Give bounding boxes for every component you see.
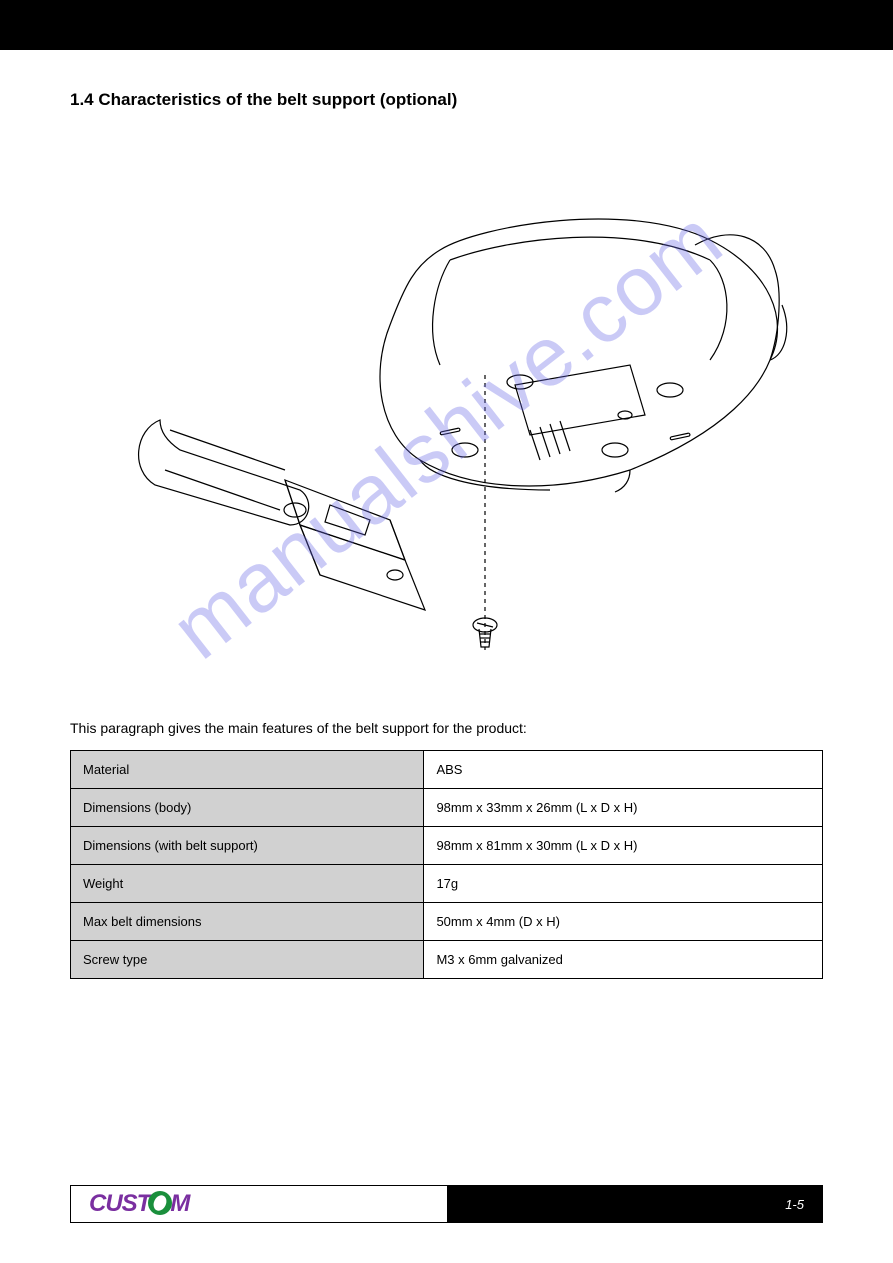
technical-diagram: manualshive.com (70, 130, 823, 690)
table-row: Dimensions (body) 98mm x 33mm x 26mm (L … (71, 789, 823, 827)
page-number: 1-5 (785, 1197, 804, 1212)
page-footer: CUSTM 1-5 (70, 1185, 823, 1223)
table-row: Material ABS (71, 751, 823, 789)
table-row: Screw type M3 x 6mm galvanized (71, 941, 823, 979)
spec-value: ABS (424, 751, 823, 789)
spec-label: Screw type (71, 941, 424, 979)
spec-label: Dimensions (with belt support) (71, 827, 424, 865)
brand-logo: CUSTM (89, 1190, 189, 1218)
spec-label: Material (71, 751, 424, 789)
table-intro: This paragraph gives the main features o… (70, 720, 823, 736)
specs-table: Material ABS Dimensions (body) 98mm x 33… (70, 750, 823, 979)
table-row: Max belt dimensions 50mm x 4mm (D x H) (71, 903, 823, 941)
table-row: Dimensions (with belt support) 98mm x 81… (71, 827, 823, 865)
spec-value: 17g (424, 865, 823, 903)
spec-value: 98mm x 81mm x 30mm (L x D x H) (424, 827, 823, 865)
page-content: 1.4 Characteristics of the belt support … (0, 50, 893, 979)
spec-value: M3 x 6mm galvanized (424, 941, 823, 979)
device-line-art (70, 130, 823, 690)
spec-value: 50mm x 4mm (D x H) (424, 903, 823, 941)
logo-o-icon (148, 1191, 172, 1215)
section-heading: 1.4 Characteristics of the belt support … (70, 90, 823, 110)
table-row: Weight 17g (71, 865, 823, 903)
footer-logo-cell: CUSTM (71, 1186, 447, 1222)
spec-label: Dimensions (body) (71, 789, 424, 827)
spec-label: Max belt dimensions (71, 903, 424, 941)
footer-page-cell: 1-5 (447, 1186, 823, 1222)
spec-label: Weight (71, 865, 424, 903)
spec-value: 98mm x 33mm x 26mm (L x D x H) (424, 789, 823, 827)
top-black-bar (0, 0, 893, 50)
